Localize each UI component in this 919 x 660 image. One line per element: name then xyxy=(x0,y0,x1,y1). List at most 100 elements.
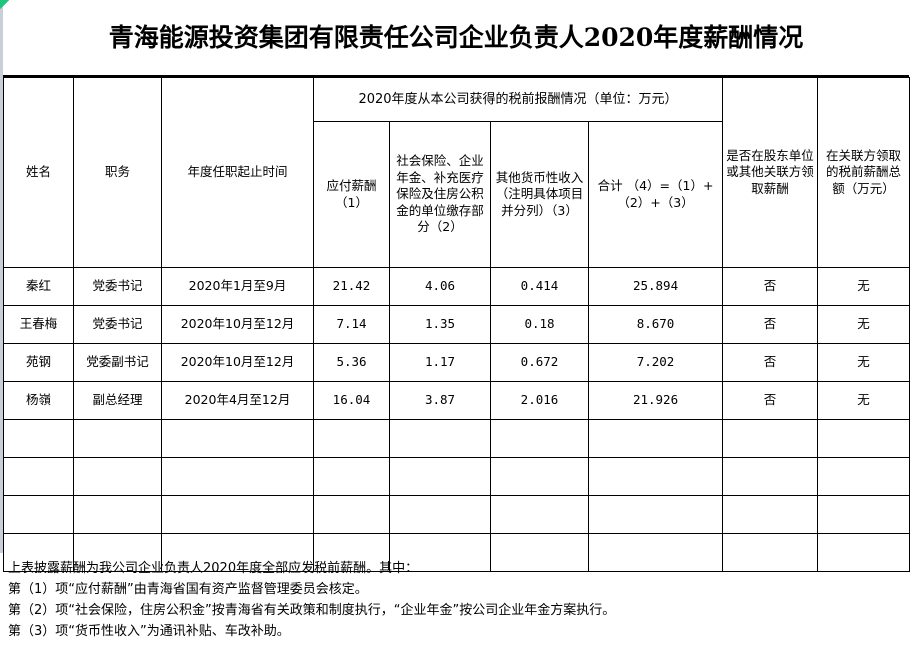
cell-empty xyxy=(73,419,162,458)
cell-empty xyxy=(817,533,911,572)
cell-empty xyxy=(817,419,911,458)
column-header-tenure: 年度任职起止时间 xyxy=(161,77,314,268)
cell-empty xyxy=(817,495,911,534)
cell-empty xyxy=(389,533,491,572)
cell-position: 党委书记 xyxy=(73,267,162,306)
table-row-empty xyxy=(3,495,911,534)
table-row-empty xyxy=(3,419,911,458)
cell-empty xyxy=(587,457,724,496)
cell-name: 苑钢 xyxy=(3,343,74,382)
cell-total: 21.926 xyxy=(587,381,724,420)
cell-empty xyxy=(313,533,390,572)
cell-from-shareholder: 否 xyxy=(722,343,819,382)
cell-empty xyxy=(161,457,314,496)
column-group-header-pretax-compensation: 2020年度从本公司获得的税前报酬情况（单位：万元） xyxy=(312,77,724,122)
cell-empty xyxy=(313,495,390,534)
sheet-left-rail xyxy=(0,0,3,553)
cell-other-monetary: 0.414 xyxy=(490,267,589,306)
cell-related-party-total: 无 xyxy=(817,267,911,306)
table-head: 姓名 职务 年度任职起止时间 2020年度从本公司获得的税前报酬情况（单位：万元… xyxy=(3,77,911,268)
column-header-position: 职务 xyxy=(73,77,162,268)
cell-other-monetary: 2.016 xyxy=(490,381,589,420)
cell-tenure: 2020年10月至12月 xyxy=(161,305,314,344)
cell-empty xyxy=(817,457,911,496)
column-header-insurance: 社会保险、企业年金、补充医疗保险及住房公积金的单位缴存部分（2） xyxy=(389,121,491,268)
cell-payable-salary: 16.04 xyxy=(313,381,390,420)
cell-empty xyxy=(587,419,724,458)
cell-empty xyxy=(587,533,724,572)
cell-empty xyxy=(587,495,724,534)
cell-empty xyxy=(722,495,819,534)
cell-position: 党委副书记 xyxy=(73,343,162,382)
cell-insurance: 4.06 xyxy=(389,267,491,306)
cell-empty xyxy=(3,419,74,458)
header-row-columns: 应付薪酬 （1） 社会保险、企业年金、补充医疗保险及住房公积金的单位缴存部分（2… xyxy=(4,121,910,268)
cell-related-party-total: 无 xyxy=(817,305,911,344)
cell-name: 杨嶺 xyxy=(3,381,74,420)
header-row-group: 姓名 职务 年度任职起止时间 2020年度从本公司获得的税前报酬情况（单位：万元… xyxy=(3,77,911,268)
cell-related-party-total: 无 xyxy=(817,381,911,420)
table-row: 杨嶺 副总经理 2020年4月至12月 16.04 3.87 2.016 21.… xyxy=(3,381,911,420)
cell-total: 25.894 xyxy=(587,267,724,306)
cell-empty xyxy=(722,533,819,572)
cell-empty xyxy=(73,495,162,534)
cell-from-shareholder: 否 xyxy=(722,305,819,344)
cell-from-shareholder: 否 xyxy=(722,267,819,306)
cell-position: 副总经理 xyxy=(73,381,162,420)
cell-empty xyxy=(3,495,74,534)
table-row: 王春梅 党委书记 2020年10月至12月 7.14 1.35 0.18 8.6… xyxy=(3,305,911,344)
column-header-payable-salary: 应付薪酬 （1） xyxy=(313,121,390,268)
cell-from-shareholder: 否 xyxy=(722,381,819,420)
cell-tenure: 2020年1月至9月 xyxy=(161,267,314,306)
table-row: 苑钢 党委副书记 2020年10月至12月 5.36 1.17 0.672 7.… xyxy=(3,343,911,382)
cell-total: 7.202 xyxy=(587,343,724,382)
cell-empty xyxy=(722,457,819,496)
cell-empty xyxy=(3,457,74,496)
column-header-from-shareholder: 是否在股东单位或其他关联方领取薪酬 xyxy=(722,77,819,268)
cell-payable-salary: 5.36 xyxy=(313,343,390,382)
cell-empty xyxy=(490,419,589,458)
table-row: 秦红 党委书记 2020年1月至9月 21.42 4.06 0.414 25.8… xyxy=(3,267,911,306)
sheet-selection-corner-icon xyxy=(0,0,9,9)
footnote-line-3: 第（2）项“社会保险，住房公积金”按青海省有关政策和制度执行，“企业年金”按公司… xyxy=(8,603,616,618)
cell-empty xyxy=(313,419,390,458)
compensation-table: 姓名 职务 年度任职起止时间 2020年度从本公司获得的税前报酬情况（单位：万元… xyxy=(3,77,911,572)
page-title: 青海能源投资集团有限责任公司企业负责人2020年度薪酬情况 xyxy=(108,22,804,52)
title-band: 青海能源投资集团有限责任公司企业负责人2020年度薪酬情况 xyxy=(3,0,909,77)
cell-empty xyxy=(389,495,491,534)
cell-empty xyxy=(161,533,314,572)
cell-empty xyxy=(490,457,589,496)
cell-related-party-total: 无 xyxy=(817,343,911,382)
cell-empty xyxy=(313,457,390,496)
cell-empty xyxy=(389,419,491,458)
cell-insurance: 1.17 xyxy=(389,343,491,382)
cell-empty xyxy=(722,419,819,458)
cell-empty xyxy=(3,533,74,572)
cell-payable-salary: 21.42 xyxy=(313,267,390,306)
cell-insurance: 3.87 xyxy=(389,381,491,420)
table-row-empty xyxy=(3,533,911,572)
footnote-line-4: 第（3）项“货币性收入”为通讯补贴、车改补助。 xyxy=(8,624,290,639)
footnote-line-2: 第（1）项“应付薪酬”由青海省国有资产监督管理委员会核定。 xyxy=(8,582,368,597)
cell-name: 王春梅 xyxy=(3,305,74,344)
footnotes: 上表披露薪酬为我公司企业负责人2020年度全部应发税前薪酬。其中： 第（1）项“… xyxy=(8,558,908,642)
cell-empty xyxy=(161,419,314,458)
cell-tenure: 2020年10月至12月 xyxy=(161,343,314,382)
column-header-total: 合计 （4）=（1）+（2）+（3） xyxy=(587,121,724,268)
cell-name: 秦红 xyxy=(3,267,74,306)
column-header-other-monetary: 其他货币性收入（注明具体项目并分列）（3） xyxy=(490,121,589,268)
table-body: 秦红 党委书记 2020年1月至9月 21.42 4.06 0.414 25.8… xyxy=(3,267,911,572)
cell-empty xyxy=(490,533,589,572)
cell-payable-salary: 7.14 xyxy=(313,305,390,344)
column-header-name: 姓名 xyxy=(3,77,74,268)
cell-tenure: 2020年4月至12月 xyxy=(161,381,314,420)
footnote-line-1: 上表披露薪酬为我公司企业负责人2020年度全部应发税前薪酬。其中： xyxy=(8,561,419,576)
cell-empty xyxy=(161,495,314,534)
cell-insurance: 1.35 xyxy=(389,305,491,344)
cell-empty xyxy=(490,495,589,534)
table-row-empty xyxy=(3,457,911,496)
cell-position: 党委书记 xyxy=(73,305,162,344)
column-header-related-party-total: 在关联方领取的税前薪酬总额（万元） xyxy=(817,77,911,268)
cell-other-monetary: 0.18 xyxy=(490,305,589,344)
cell-empty xyxy=(389,457,491,496)
